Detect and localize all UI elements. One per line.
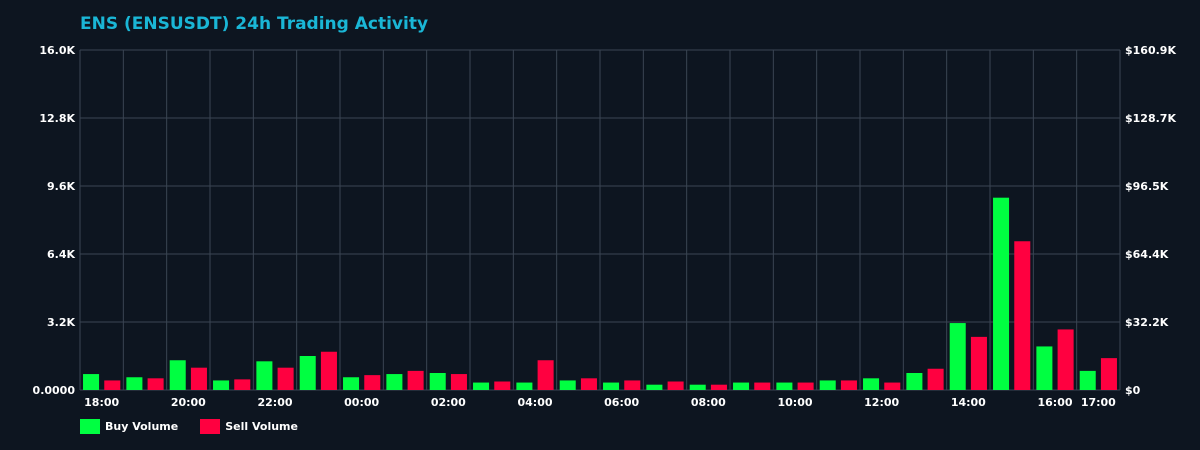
legend-label-buy: Buy Volume [105, 420, 179, 433]
left-tick-label: 9.6K [47, 180, 75, 193]
legend: Buy Volume Sell Volume [80, 419, 298, 434]
chart-title: ENS (ENSUSDT) 24h Trading Activity [80, 14, 429, 34]
sell-bar [537, 360, 554, 390]
buy-bar [299, 356, 316, 390]
x-tick-label: 16:00 [1037, 396, 1072, 409]
buy-bar [776, 382, 793, 390]
x-tick-label: 17:00 [1081, 396, 1116, 409]
buy-bar [603, 382, 620, 390]
legend-swatch-buy [80, 419, 100, 434]
buy-bar [343, 377, 360, 390]
x-axis-ticks: 18:00 20:00 22:00 00:00 02:00 04:00 06:00 08:00… [84, 396, 1116, 409]
sell-bar [364, 375, 381, 390]
buy-bar [559, 380, 576, 390]
sell-bar [147, 378, 164, 390]
sell-bar [754, 382, 771, 390]
x-tick-label: 10:00 [777, 396, 812, 409]
grid [79, 49, 1121, 391]
right-axis-ticks: $0 $32.2K $64.4K $96.5K $128.7K $160.9K [1125, 44, 1176, 397]
buy-bar [733, 382, 750, 390]
sell-bar [1100, 358, 1117, 390]
buy-bar [256, 361, 273, 390]
sell-bar [667, 381, 684, 390]
buy-bar [83, 374, 100, 390]
buy-bar [646, 384, 663, 390]
x-tick-label: 06:00 [604, 396, 639, 409]
buy-bar [993, 197, 1010, 390]
right-tick-label: $160.9K [1125, 44, 1176, 57]
sell-bar [840, 380, 857, 390]
sell-bar [450, 374, 467, 390]
right-tick-label: $32.2K [1125, 316, 1169, 329]
buy-bar [429, 373, 446, 390]
left-tick-label: 0.0000 [33, 384, 76, 397]
x-tick-label: 08:00 [691, 396, 726, 409]
x-tick-label: 14:00 [951, 396, 986, 409]
sell-bar [580, 378, 597, 390]
right-tick-label: $64.4K [1125, 248, 1169, 261]
legend-item-sell: Sell Volume [200, 419, 298, 434]
x-tick-label: 04:00 [517, 396, 552, 409]
buy-bar [386, 374, 403, 390]
buy-bar [689, 384, 706, 390]
sell-bar [234, 379, 251, 390]
right-tick-label: $128.7K [1125, 112, 1176, 125]
buy-bar [169, 360, 186, 390]
buy-bar [126, 377, 143, 390]
buy-bar [516, 382, 533, 390]
left-tick-label: 12.8K [39, 112, 75, 125]
right-tick-label: $0 [1125, 384, 1141, 397]
buy-bar [819, 380, 836, 390]
right-tick-label: $96.5K [1125, 180, 1169, 193]
sell-bar [970, 336, 987, 390]
buy-bar [473, 382, 490, 390]
left-axis-ticks: 0.0000 3.2K 6.4K 9.6K 12.8K 16.0K [33, 44, 76, 397]
buy-bar [1036, 346, 1053, 390]
sell-bar [884, 382, 901, 390]
left-tick-label: 6.4K [47, 248, 75, 261]
legend-label-sell: Sell Volume [225, 420, 298, 433]
legend-item-buy: Buy Volume [80, 419, 178, 434]
sell-bar [190, 367, 207, 390]
x-tick-label: 22:00 [257, 396, 292, 409]
sell-bar [407, 370, 424, 390]
sell-bar [710, 384, 727, 390]
sell-bar [797, 382, 814, 390]
legend-swatch-sell [200, 419, 221, 434]
x-tick-label: 02:00 [431, 396, 466, 409]
x-tick-label: 12:00 [864, 396, 899, 409]
buy-bar [1079, 370, 1096, 390]
bars [83, 197, 1117, 390]
sell-bar [104, 380, 121, 390]
x-tick-label: 20:00 [171, 396, 206, 409]
sell-bar [927, 368, 944, 390]
sell-bar [494, 381, 511, 390]
left-tick-label: 16.0K [39, 44, 75, 57]
x-tick-label: 00:00 [344, 396, 379, 409]
sell-bar [1014, 241, 1031, 390]
left-tick-label: 3.2K [47, 316, 75, 329]
buy-bar [906, 373, 923, 390]
sell-bar [277, 367, 294, 390]
buy-bar [863, 378, 880, 390]
buy-bar [213, 380, 230, 390]
sell-bar [624, 380, 641, 390]
x-tick-label: 18:00 [84, 396, 119, 409]
buy-bar [949, 323, 966, 390]
sell-bar [320, 351, 337, 390]
sell-bar [1057, 329, 1074, 390]
